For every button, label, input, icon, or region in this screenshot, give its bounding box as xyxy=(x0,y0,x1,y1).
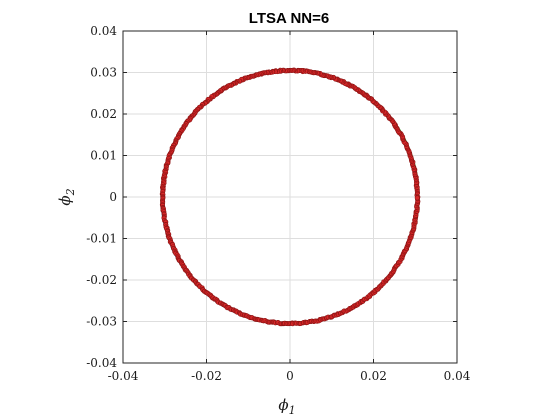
y-tick-label-0: -0.04 xyxy=(86,356,117,370)
svg-text:ϕ1: ϕ1 xyxy=(278,396,295,417)
svg-text:ϕ2: ϕ2 xyxy=(56,188,77,205)
x-tick-label-4: 0.04 xyxy=(444,369,471,383)
tick-labels: -0.04 -0.02 0 0.02 0.04 -0.04 -0.03 -0.02 -0.01 0… xyxy=(86,24,471,383)
y-axis-symbol: ϕ xyxy=(56,195,74,205)
x-tick-label-2: 0 xyxy=(286,369,294,383)
y-axis-subscript: 2 xyxy=(64,188,77,196)
y-tick-label-8: 0.04 xyxy=(90,24,117,38)
data-points xyxy=(159,67,421,327)
y-tick-label-7: 0.03 xyxy=(90,66,117,80)
x-axis-subscript: 1 xyxy=(289,404,296,417)
chart-title: LTSA NN=6 xyxy=(249,10,329,27)
x-axis-label: ϕ1 xyxy=(278,396,295,417)
x-axis-symbol: ϕ xyxy=(278,396,288,414)
y-tick-label-4: 0 xyxy=(109,190,117,204)
y-tick-label-3: -0.01 xyxy=(86,232,117,246)
axes xyxy=(122,30,458,364)
y-tick-label-2: -0.02 xyxy=(86,273,117,287)
y-tick-label-1: -0.03 xyxy=(86,315,117,329)
data-point xyxy=(414,195,420,201)
x-tick-label-3: 0.02 xyxy=(360,369,387,383)
y-axis-label: ϕ2 xyxy=(56,188,77,205)
x-tick-label-0: -0.04 xyxy=(108,369,139,383)
y-tick-label-6: 0.02 xyxy=(90,107,117,121)
x-tick-label-1: -0.02 xyxy=(191,369,222,383)
y-tick-label-5: 0.01 xyxy=(90,149,117,163)
